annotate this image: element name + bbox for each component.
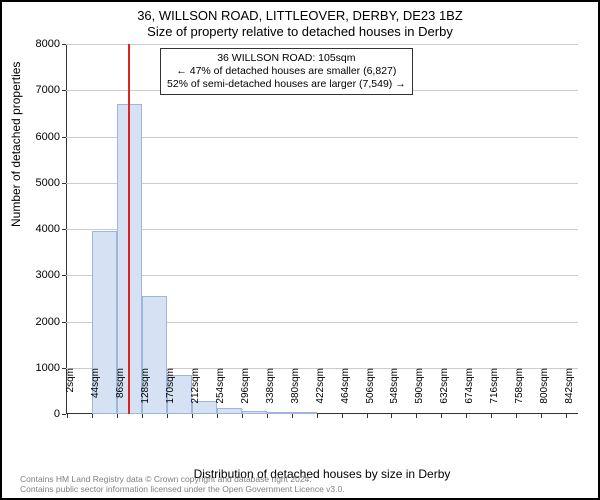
ytick-label: 1000 bbox=[36, 362, 66, 374]
xtick-label: 338sqm bbox=[265, 368, 276, 418]
xtick-label: 674sqm bbox=[464, 368, 475, 418]
xtick-label: 254sqm bbox=[215, 368, 226, 418]
ytick-label: 7000 bbox=[36, 84, 66, 96]
gridline bbox=[66, 183, 578, 184]
xtick-label: 632sqm bbox=[439, 368, 450, 418]
xtick-label: 212sqm bbox=[190, 368, 201, 418]
xtick-label: 128sqm bbox=[140, 368, 151, 418]
xtick-label: 170sqm bbox=[165, 368, 176, 418]
gridline bbox=[66, 137, 578, 138]
xtick-label: 548sqm bbox=[389, 368, 400, 418]
xtick-label: 296sqm bbox=[240, 368, 251, 418]
xtick-label: 86sqm bbox=[115, 368, 126, 418]
xtick-label: 716sqm bbox=[489, 368, 500, 418]
annotation-line3: 52% of semi-detached houses are larger (… bbox=[167, 78, 406, 91]
chart-title-line1: 36, WILLSON ROAD, LITTLEOVER, DERBY, DE2… bbox=[2, 8, 598, 23]
ytick-label: 5000 bbox=[36, 177, 66, 189]
xtick-label: 44sqm bbox=[90, 368, 101, 418]
xtick-label: 800sqm bbox=[539, 368, 550, 418]
plot-area: 0100020003000400050006000700080002sqm44s… bbox=[66, 44, 578, 414]
plot-inner: 0100020003000400050006000700080002sqm44s… bbox=[66, 44, 578, 414]
ytick-label: 2000 bbox=[36, 316, 66, 328]
xtick-label: 506sqm bbox=[365, 368, 376, 418]
chart-title-line2: Size of property relative to detached ho… bbox=[2, 24, 598, 39]
gridline bbox=[66, 275, 578, 276]
chart-container: 36, WILLSON ROAD, LITTLEOVER, DERBY, DE2… bbox=[0, 0, 600, 500]
y-axis-label: Number of detached properties bbox=[9, 62, 23, 227]
credits: Contains HM Land Registry data © Crown c… bbox=[20, 475, 580, 494]
xtick-label: 464sqm bbox=[340, 368, 351, 418]
annotation-line1: 36 WILLSON ROAD: 105sqm bbox=[167, 52, 406, 65]
xtick-label: 422sqm bbox=[315, 368, 326, 418]
xtick-label: 842sqm bbox=[564, 368, 575, 418]
y-axis-label-text: Number of detached properties bbox=[9, 62, 23, 227]
ytick-label: 4000 bbox=[36, 223, 66, 235]
annotation-line2: ← 47% of detached houses are smaller (6,… bbox=[167, 65, 406, 78]
xtick-label: 2sqm bbox=[65, 368, 76, 418]
reference-line bbox=[128, 44, 130, 414]
gridline bbox=[66, 44, 578, 45]
xtick-label: 758sqm bbox=[514, 368, 525, 418]
ytick-label: 8000 bbox=[36, 38, 66, 50]
gridline bbox=[66, 229, 578, 230]
credits-line2: Contains public sector information licen… bbox=[20, 485, 580, 494]
ytick-label: 3000 bbox=[36, 269, 66, 281]
xtick-label: 380sqm bbox=[290, 368, 301, 418]
ytick-label: 6000 bbox=[36, 131, 66, 143]
annotation-box: 36 WILLSON ROAD: 105sqm← 47% of detached… bbox=[160, 48, 413, 95]
xtick-label: 590sqm bbox=[414, 368, 425, 418]
